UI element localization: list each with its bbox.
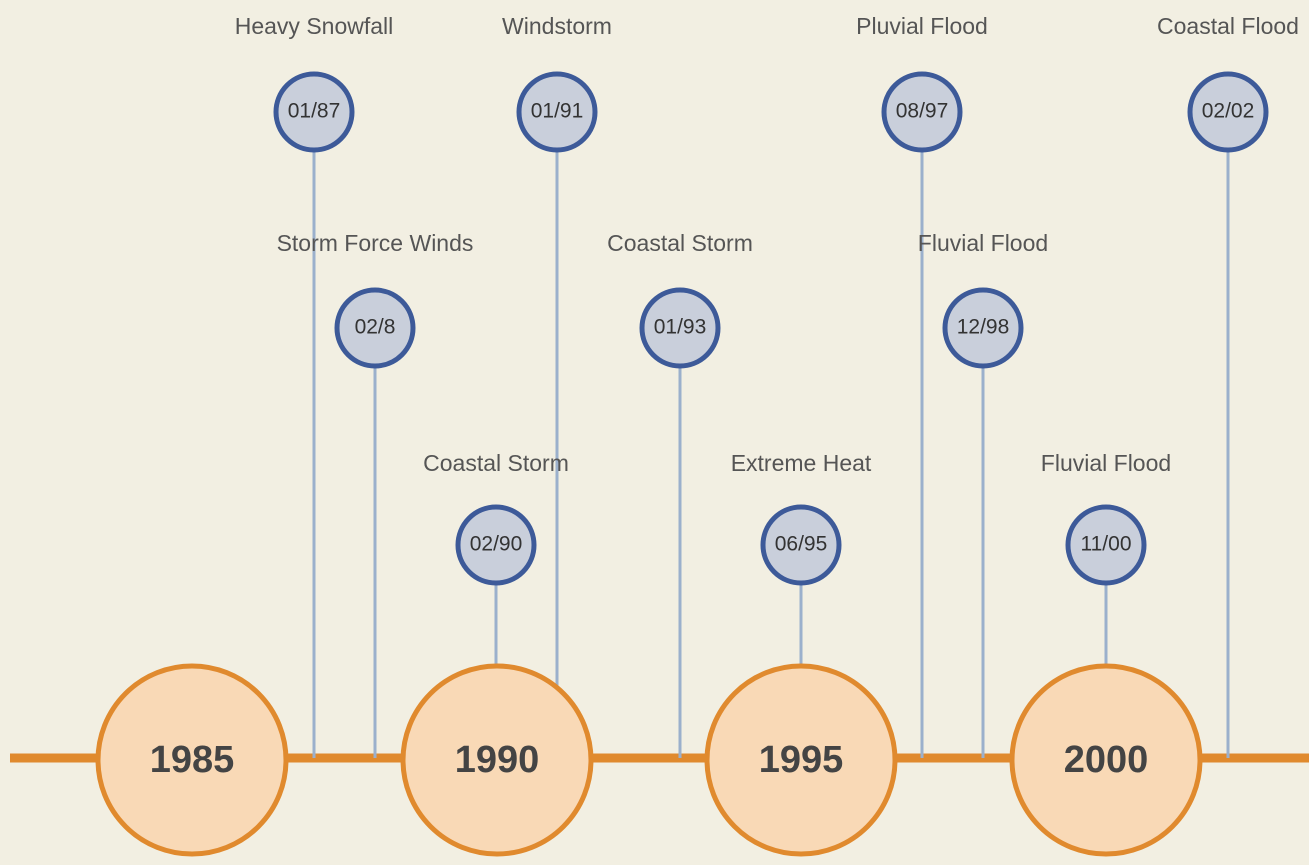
event-marker — [1065, 504, 1147, 586]
event-marker — [516, 71, 598, 153]
event-label: Pluvial Flood — [856, 13, 988, 39]
event-label: Coastal Flood — [1157, 13, 1299, 39]
event-marker — [639, 287, 721, 369]
event-label: Coastal Storm — [607, 230, 753, 256]
event-label: Fluvial Flood — [1041, 450, 1171, 476]
event-date: 02/02 — [1202, 100, 1255, 123]
event-marker — [942, 287, 1024, 369]
event-label: Fluvial Flood — [918, 230, 1048, 256]
year-label: 2000 — [1064, 739, 1149, 781]
year-label: 1995 — [759, 739, 844, 781]
event-date: 12/98 — [957, 316, 1010, 339]
year-label: 1985 — [150, 739, 235, 781]
event-marker — [1187, 71, 1269, 153]
year-marker — [400, 663, 594, 857]
event-label: Coastal Storm — [423, 450, 569, 476]
event-label: Windstorm — [502, 13, 612, 39]
event-label: Heavy Snowfall — [235, 13, 394, 39]
event-marker — [334, 287, 416, 369]
event-label: Extreme Heat — [731, 450, 872, 476]
event-marker — [881, 71, 963, 153]
event-date: 06/95 — [775, 533, 828, 556]
event-date: 01/93 — [654, 316, 707, 339]
event-date: 01/87 — [288, 100, 341, 123]
year-marker — [1009, 663, 1203, 857]
event-date: 01/91 — [531, 100, 584, 123]
event-date: 02/8 — [355, 316, 396, 339]
event-date: 11/00 — [1081, 533, 1132, 556]
event-label: Storm Force Winds — [277, 230, 474, 256]
event-marker — [455, 504, 537, 586]
event-marker — [273, 71, 355, 153]
event-marker — [760, 504, 842, 586]
year-marker — [704, 663, 898, 857]
year-label: 1990 — [455, 739, 540, 781]
event-date: 02/90 — [470, 533, 523, 556]
event-date: 08/97 — [896, 100, 949, 123]
year-marker — [95, 663, 289, 857]
